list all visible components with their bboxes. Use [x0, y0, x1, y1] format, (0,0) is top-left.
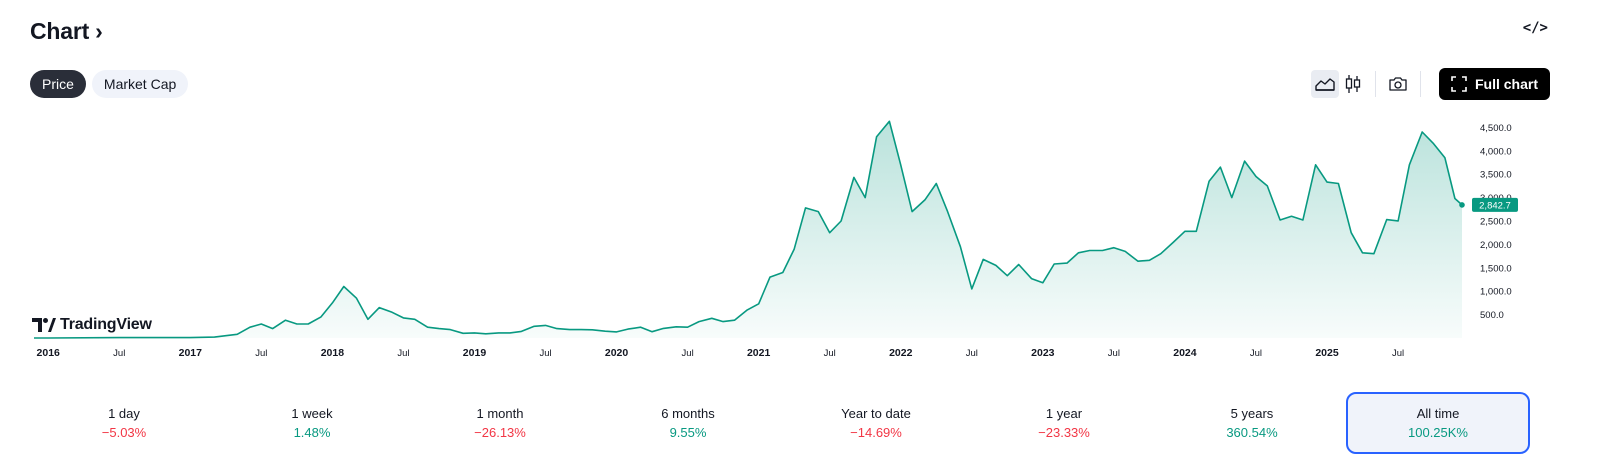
- tab-price[interactable]: Price: [30, 70, 86, 98]
- last-price-badge: [1472, 197, 1518, 212]
- candles-button[interactable]: [1339, 70, 1367, 98]
- chart-type-tabs: Price Market Cap: [30, 70, 189, 98]
- chevron-right-icon: ›: [95, 18, 103, 44]
- snapshot-button[interactable]: [1384, 70, 1412, 98]
- x-tick-label: 2020: [605, 347, 629, 359]
- period-1-week[interactable]: 1 week 1.48%: [218, 392, 406, 454]
- period-change: −5.03%: [101, 425, 147, 440]
- period-change: −14.69%: [850, 425, 902, 440]
- x-tick-label: Jul: [397, 348, 409, 359]
- x-tick-label: 2021: [747, 347, 771, 359]
- x-tick-label: Jul: [1392, 348, 1404, 359]
- y-tick-label: 3,500.0: [1480, 170, 1512, 181]
- page-title: Chart: [30, 18, 90, 44]
- last-price-label: 2,842.7: [1479, 200, 1511, 211]
- period-1-month[interactable]: 1 month −26.13%: [406, 392, 594, 454]
- x-tick-label: Jul: [1108, 348, 1120, 359]
- y-tick-label: 4,500.0: [1480, 123, 1512, 134]
- price-line: [34, 120, 1463, 339]
- x-tick-label: Jul: [255, 348, 267, 359]
- y-tick-label: 2,000.0: [1480, 240, 1512, 251]
- period-selector: 1 day −5.03% 1 week 1.48% 1 month −26.13…: [30, 392, 1556, 454]
- tradingview-logo[interactable]: TradingView: [32, 316, 152, 334]
- area-chart-icon: [1315, 78, 1335, 91]
- x-tick-label: 2022: [889, 347, 913, 359]
- tab-market-cap[interactable]: Market Cap: [91, 70, 189, 98]
- tradingview-logo-icon: [32, 318, 56, 332]
- y-tick-label: 1,500.0: [1480, 263, 1512, 274]
- x-tick-label: 2025: [1315, 347, 1339, 359]
- period-label: 6 months: [661, 406, 715, 421]
- price-area-fill: [34, 121, 1462, 338]
- period-year-to-date[interactable]: Year to date −14.69%: [782, 392, 970, 454]
- y-tick-label: 500.0: [1480, 310, 1504, 321]
- x-tick-label: 2019: [463, 347, 487, 359]
- x-tick-label: Jul: [1250, 348, 1262, 359]
- x-tick-label: Jul: [824, 348, 836, 359]
- period-1-year[interactable]: 1 year −23.33%: [970, 392, 1158, 454]
- x-tick-label: 2024: [1173, 347, 1197, 359]
- period-change: −23.33%: [1038, 425, 1090, 440]
- period-all-time[interactable]: All time 100.25K%: [1346, 392, 1530, 454]
- x-tick-label: 2016: [37, 347, 61, 359]
- y-tick-label: 2,500.0: [1480, 216, 1512, 227]
- x-tick-label: 2023: [1031, 347, 1055, 359]
- y-tick-label: 4,000.0: [1480, 146, 1512, 157]
- period-change: 9.55%: [669, 425, 707, 440]
- candles-icon: [1345, 75, 1361, 93]
- fullscreen-icon: [1451, 76, 1467, 92]
- period-change: 100.25K%: [1408, 425, 1468, 440]
- toolbar-divider: [1374, 71, 1376, 97]
- period-change: −26.13%: [474, 425, 526, 440]
- x-tick-label: 2018: [321, 347, 345, 359]
- period-label: Year to date: [841, 406, 911, 421]
- x-tick-label: Jul: [682, 348, 694, 359]
- period-label: All time: [1416, 406, 1460, 421]
- price-chart[interactable]: 2016 Jul 2017 Jul 2018 Jul 2019 Jul 2020 Jul 2021 J…: [0, 0, 1600, 380]
- period-change: 1.48%: [293, 425, 331, 440]
- period-label: 5 years: [1230, 406, 1274, 421]
- full-chart-label: Full chart: [1474, 76, 1538, 92]
- x-tick-label: 2017: [179, 347, 203, 359]
- period-label: 1 week: [291, 406, 333, 421]
- camera-icon: [1389, 77, 1407, 91]
- period-change: 360.54%: [1226, 425, 1278, 440]
- x-tick-label: Jul: [113, 348, 125, 359]
- period-label: 1 month: [476, 406, 524, 421]
- last-price-dot: [1459, 202, 1465, 208]
- x-tick-label: Jul: [539, 348, 551, 359]
- chart-toolbar: Full chart: [1310, 68, 1550, 100]
- y-tick-label: 1,000.0: [1480, 287, 1512, 298]
- period-6-months[interactable]: 6 months 9.55%: [594, 392, 782, 454]
- embed-code-button[interactable]: </>: [1522, 20, 1548, 36]
- period-5-years[interactable]: 5 years 360.54%: [1158, 392, 1346, 454]
- full-chart-button[interactable]: Full chart: [1438, 68, 1550, 100]
- x-tick-label: Jul: [966, 348, 978, 359]
- area-chart-button[interactable]: [1310, 70, 1339, 98]
- toolbar-divider: [1419, 71, 1421, 97]
- period-1-day[interactable]: 1 day −5.03%: [30, 392, 218, 454]
- period-label: 1 year: [1045, 406, 1083, 421]
- tradingview-logo-text: TradingView: [60, 316, 152, 333]
- chart-header-link[interactable]: Chart ›: [30, 18, 103, 45]
- period-label: 1 day: [108, 406, 140, 421]
